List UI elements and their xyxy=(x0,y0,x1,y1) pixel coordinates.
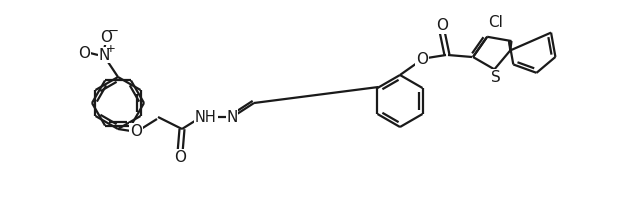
Text: N: N xyxy=(227,109,237,125)
Text: O: O xyxy=(130,124,142,138)
Text: N: N xyxy=(99,47,109,62)
Text: O: O xyxy=(174,150,186,164)
Text: O: O xyxy=(100,29,112,45)
Text: O: O xyxy=(416,52,428,66)
Text: NH: NH xyxy=(195,109,217,125)
Text: −: − xyxy=(108,24,118,37)
Text: O: O xyxy=(78,46,90,60)
Text: O: O xyxy=(436,19,448,33)
Text: +: + xyxy=(106,43,116,56)
Text: S: S xyxy=(490,70,500,85)
Text: Cl: Cl xyxy=(488,15,502,30)
